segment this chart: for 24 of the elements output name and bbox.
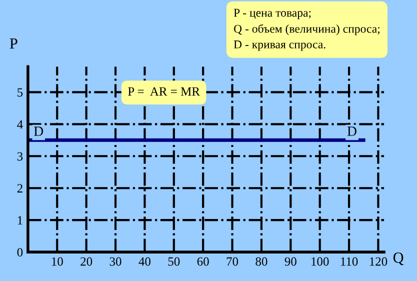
annotation: D	[347, 126, 356, 136]
x-tick-label: 120	[370, 257, 388, 266]
y-tick-label: 1	[18, 216, 22, 224]
y-axis-title: P	[10, 38, 18, 49]
x-axis-title: Q	[393, 252, 404, 266]
x-tick-label: 100	[312, 257, 329, 266]
y-tick-label: 2	[17, 184, 22, 192]
annotation: P = AR = MR	[128, 87, 200, 96]
x-tick-label: 80	[256, 257, 268, 266]
x-tick-label: 90	[284, 257, 296, 266]
x-tick-label: 20	[80, 257, 92, 266]
x-tick-label: 110	[340, 257, 358, 266]
x-tick-label: 10	[52, 257, 63, 266]
y-tick-label: 3	[17, 152, 23, 161]
x-tick-label: 40	[138, 257, 150, 266]
y-tick-label: 5	[18, 88, 23, 97]
x-tick-label: 70	[226, 257, 238, 266]
y-tick-label: 4	[17, 120, 23, 128]
y-tick-label: 0	[17, 248, 23, 257]
x-tick-label: 30	[110, 257, 122, 266]
x-tick-label: 60	[197, 257, 209, 266]
x-tick-label: 50	[168, 257, 180, 266]
annotation: D	[34, 126, 44, 136]
text: P - цена товара; Q - объем (величина) спроса; D - кривая спроса.	[234, 8, 380, 51]
